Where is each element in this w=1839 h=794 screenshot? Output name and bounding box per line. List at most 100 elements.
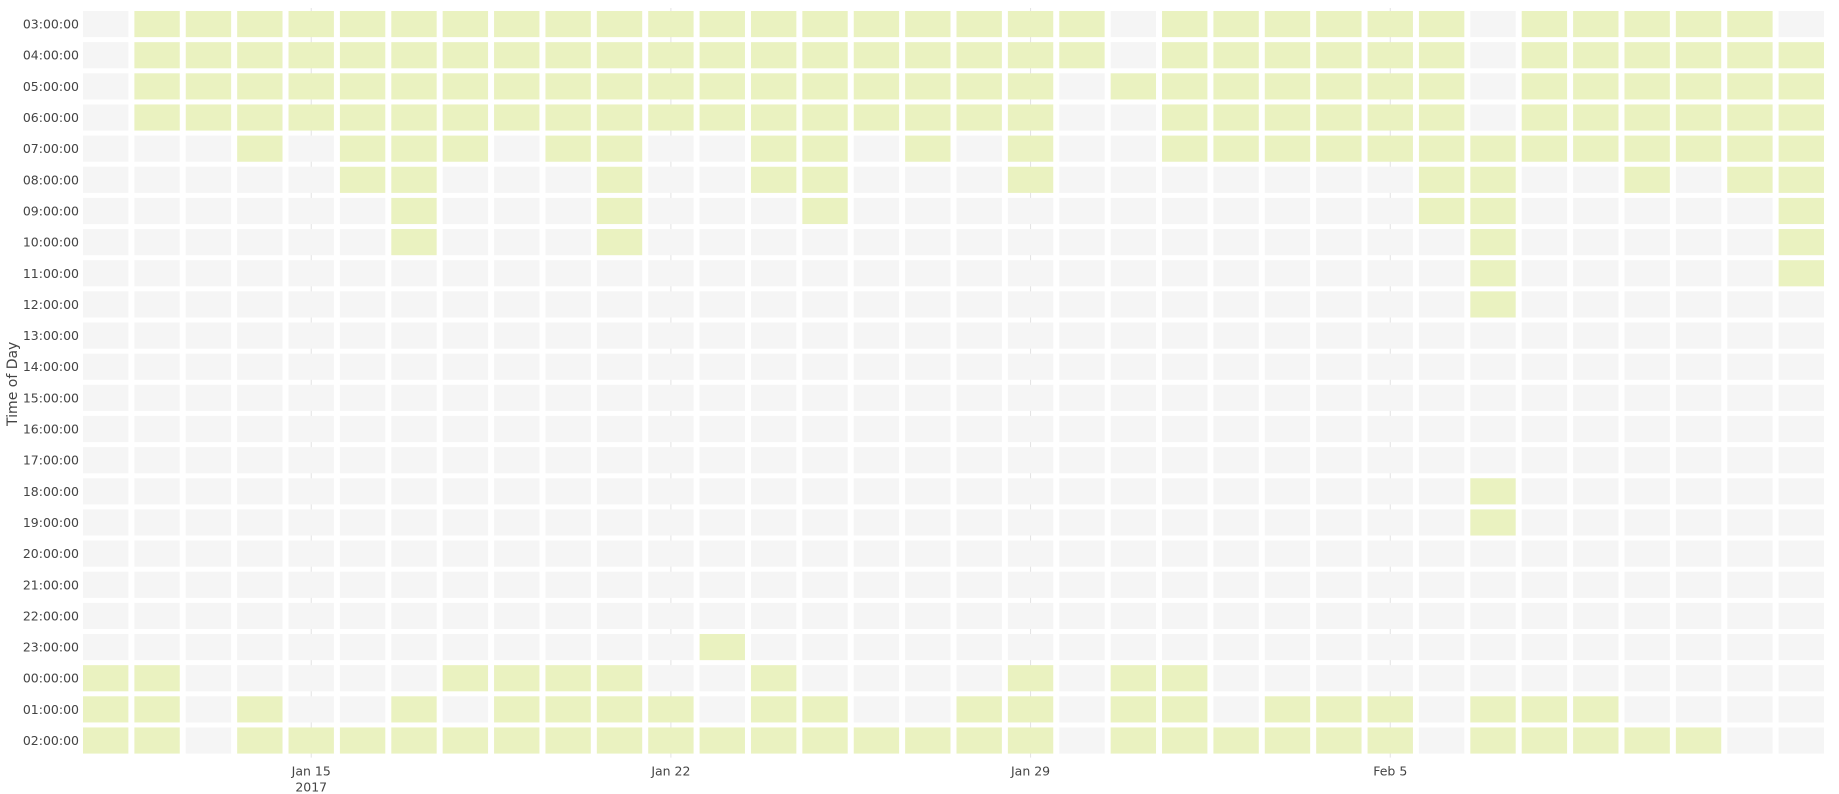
heatmap-cell-inactive — [1675, 291, 1722, 318]
heatmap-cell-inactive — [1675, 634, 1722, 661]
heatmap-cell-inactive — [83, 353, 129, 380]
heatmap-cell-active — [288, 11, 334, 38]
heatmap-cell-inactive — [699, 384, 745, 411]
heatmap-cell-inactive — [1573, 602, 1619, 629]
heatmap-cell-inactive — [956, 135, 1002, 162]
heatmap-cell-inactive — [648, 166, 694, 193]
heatmap-cell-inactive — [545, 384, 591, 411]
heatmap-cell-inactive — [1418, 478, 1465, 505]
heatmap-cell-inactive — [956, 166, 1002, 193]
heatmap-cell-active — [339, 135, 386, 162]
heatmap-cell-inactive — [802, 540, 848, 567]
heatmap-cell-inactive — [134, 166, 180, 193]
heatmap-cell-inactive — [1264, 478, 1311, 505]
heatmap-cell-active — [1110, 665, 1157, 692]
heatmap-cell-inactive — [1367, 291, 1413, 318]
heatmap-cell-active — [699, 42, 745, 69]
heatmap-cell-inactive — [288, 135, 334, 162]
heatmap-cell-inactive — [1316, 478, 1362, 505]
heatmap-cell-inactive — [1367, 602, 1413, 629]
heatmap-cell-inactive — [83, 104, 129, 131]
heatmap-cell-inactive — [853, 509, 900, 536]
heatmap-cell-inactive — [1418, 696, 1465, 723]
heatmap-cell-inactive — [442, 384, 489, 411]
heatmap-cell-inactive — [545, 478, 591, 505]
heatmap-cell-active — [1162, 104, 1208, 131]
heatmap-cell-active — [1624, 104, 1670, 131]
heatmap-cell-active — [905, 73, 951, 100]
heatmap-cell-inactive — [185, 322, 232, 349]
heatmap-cell-inactive — [1162, 291, 1208, 318]
heatmap-cell-active — [1264, 727, 1311, 754]
heatmap-cell-inactive — [1007, 291, 1054, 318]
heatmap-cell-active — [596, 42, 643, 69]
heatmap-cell-inactive — [134, 135, 180, 162]
heatmap-cell-inactive — [545, 415, 591, 443]
heatmap-cell-inactive — [442, 509, 489, 536]
heatmap-cell-inactive — [288, 602, 334, 629]
heatmap-cell-active — [1778, 229, 1824, 256]
heatmap-cell-inactive — [1521, 229, 1568, 256]
heatmap-cell-active — [1213, 42, 1259, 69]
heatmap-cell-inactive — [1213, 322, 1259, 349]
heatmap-cell-inactive — [1264, 260, 1311, 287]
heatmap-cell-inactive — [1778, 11, 1824, 38]
heatmap-cell-inactive — [1573, 260, 1619, 287]
heatmap-cell-inactive — [1573, 665, 1619, 692]
heatmap-cell-active — [1418, 135, 1465, 162]
heatmap-cell-inactive — [1778, 634, 1824, 661]
heatmap-cell-inactive — [1367, 665, 1413, 692]
heatmap-cell-inactive — [1778, 665, 1824, 692]
heatmap-cell-active — [1727, 104, 1773, 131]
heatmap-cell-inactive — [1059, 73, 1105, 100]
heatmap-cell-inactive — [545, 291, 591, 318]
heatmap-cell-active — [1367, 11, 1413, 38]
heatmap-cell-inactive — [391, 447, 437, 474]
heatmap-cell-inactive — [699, 260, 745, 287]
heatmap-cell-active — [699, 104, 745, 131]
heatmap-cell-inactive — [1367, 634, 1413, 661]
heatmap-cell-active — [494, 696, 540, 723]
heatmap-cell-inactive — [1778, 509, 1824, 536]
heatmap-cell-active — [1418, 166, 1465, 193]
y-tick-label: 18:00:00 — [23, 484, 79, 499]
heatmap-cell-active — [1264, 42, 1311, 69]
heatmap-cell-inactive — [1470, 634, 1516, 661]
heatmap-cell-inactive — [1727, 665, 1773, 692]
heatmap-cell-inactive — [1213, 197, 1259, 225]
heatmap-cell-inactive — [1110, 229, 1157, 256]
heatmap-cell-inactive — [853, 540, 900, 567]
heatmap-cell-inactive — [1624, 447, 1670, 474]
heatmap-cell-active — [494, 73, 540, 100]
heatmap-cell-active — [905, 42, 951, 69]
heatmap-cell-inactive — [1727, 197, 1773, 225]
heatmap-cell-inactive — [853, 665, 900, 692]
heatmap-cell-active — [1007, 42, 1054, 69]
heatmap-cell-inactive — [905, 322, 951, 349]
heatmap-cell-inactive — [1624, 291, 1670, 318]
heatmap-cell-inactive — [237, 353, 283, 380]
heatmap-cell-inactive — [288, 260, 334, 287]
heatmap-cell-inactive — [1007, 478, 1054, 505]
heatmap-cell-inactive — [545, 229, 591, 256]
heatmap-cell-inactive — [1316, 602, 1362, 629]
heatmap-cell-inactive — [596, 260, 643, 287]
heatmap-cell-inactive — [1521, 509, 1568, 536]
heatmap-cell-inactive — [442, 291, 489, 318]
heatmap-cell-inactive — [750, 509, 797, 536]
heatmap-cell-inactive — [596, 322, 643, 349]
heatmap-cell-active — [1059, 42, 1105, 69]
heatmap-cell-inactive — [1778, 384, 1824, 411]
heatmap-cell-inactive — [1573, 291, 1619, 318]
heatmap-cell-inactive — [1727, 571, 1773, 598]
heatmap-cell-inactive — [699, 696, 745, 723]
heatmap-cell-active — [1727, 73, 1773, 100]
heatmap-cell-active — [1007, 727, 1054, 754]
heatmap-cell-active — [545, 42, 591, 69]
heatmap-cell-active — [339, 73, 386, 100]
heatmap-cell-inactive — [1213, 166, 1259, 193]
heatmap-cell-active — [545, 135, 591, 162]
heatmap-cell-active — [648, 104, 694, 131]
heatmap-cell-inactive — [1727, 291, 1773, 318]
heatmap-cell-inactive — [185, 540, 232, 567]
